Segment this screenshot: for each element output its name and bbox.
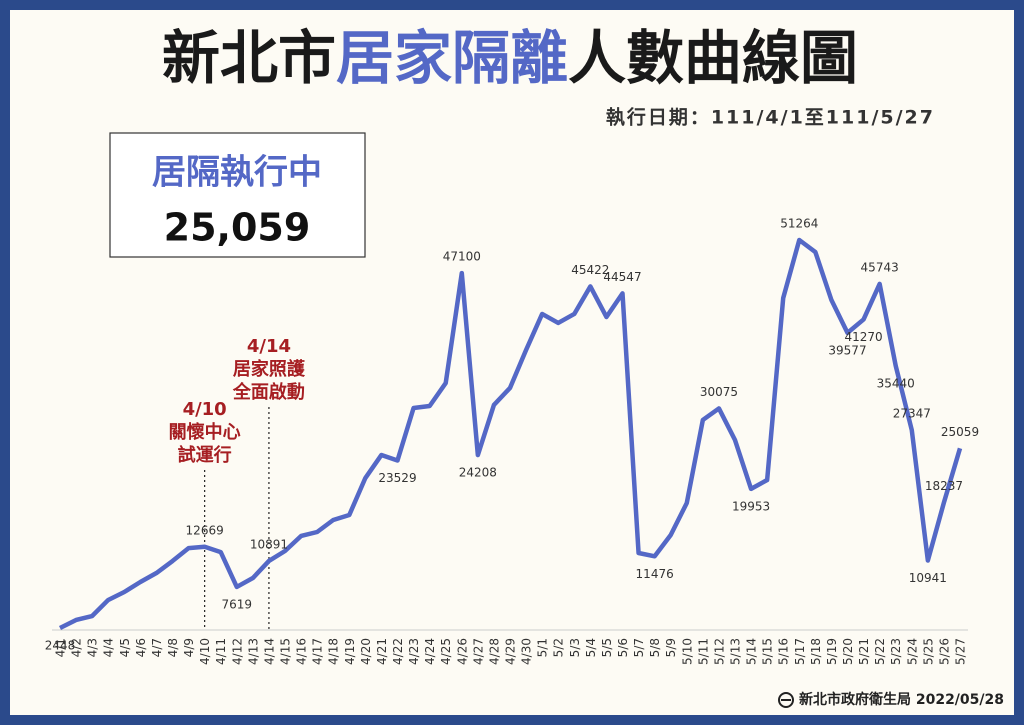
annotation-text: 試運行 xyxy=(178,444,232,466)
x-tick-label: 4/9 xyxy=(182,638,196,657)
data-label: 44547 xyxy=(603,270,641,284)
summary-value: 25,059 xyxy=(164,206,311,250)
x-tick-label: 4/28 xyxy=(487,638,501,665)
x-tick-label: 5/5 xyxy=(600,638,614,657)
x-tick-label: 5/23 xyxy=(889,638,903,665)
data-label: 45422 xyxy=(571,263,609,277)
x-tick-label: 5/3 xyxy=(568,638,582,657)
x-tick-label: 4/4 xyxy=(102,638,116,657)
annotation-text: 關懷中心 xyxy=(169,421,241,443)
series-line xyxy=(58,237,963,631)
annotation-text: 4/10 xyxy=(183,399,227,420)
x-tick-label: 4/3 xyxy=(86,638,100,657)
x-tick-label: 4/10 xyxy=(198,638,212,665)
data-label: 25059 xyxy=(941,425,979,439)
x-tick-label: 5/20 xyxy=(841,638,855,665)
x-tick-label: 4/18 xyxy=(327,638,341,665)
x-tick-label: 5/9 xyxy=(664,638,678,657)
summary-label: 居隔執行中 xyxy=(152,153,322,193)
x-tick-label: 5/13 xyxy=(729,638,743,665)
data-label: 2448 xyxy=(45,639,76,653)
x-tick-label: 4/22 xyxy=(391,638,405,665)
x-tick-label: 5/26 xyxy=(937,638,951,665)
data-label: 39577 xyxy=(828,343,866,357)
x-tick-label: 4/6 xyxy=(134,638,148,657)
x-tick-label: 4/19 xyxy=(343,638,357,665)
data-label: 45743 xyxy=(861,260,899,274)
x-tick-label: 4/13 xyxy=(246,638,260,665)
data-label: 35440 xyxy=(877,376,915,390)
x-tick-label: 5/24 xyxy=(905,638,919,665)
x-tick-label: 5/1 xyxy=(536,638,550,657)
data-label: 18237 xyxy=(925,479,963,493)
x-tick-label: 4/24 xyxy=(423,638,437,665)
x-tick-label: 4/7 xyxy=(150,638,164,657)
x-tick-label: 5/7 xyxy=(632,638,646,657)
data-label: 41270 xyxy=(844,330,882,344)
x-tick-label: 5/16 xyxy=(777,638,791,665)
data-label: 24208 xyxy=(459,466,497,480)
x-tick-label: 5/12 xyxy=(712,638,726,665)
x-tick-label: 5/21 xyxy=(857,638,871,665)
x-tick-label: 4/12 xyxy=(230,638,244,665)
x-tick-label: 4/17 xyxy=(311,638,325,665)
x-tick-label: 5/2 xyxy=(552,638,566,657)
x-tick-label: 4/27 xyxy=(471,638,485,665)
data-label: 10941 xyxy=(909,571,947,585)
x-tick-label: 5/14 xyxy=(745,638,759,665)
subtitle: 執行日期：111/4/1至111/5/27 xyxy=(606,106,935,129)
data-label: 19953 xyxy=(732,499,770,513)
x-tick-label: 4/15 xyxy=(279,638,293,665)
x-tick-label: 4/14 xyxy=(262,638,276,665)
x-tick-label: 4/30 xyxy=(520,638,534,665)
data-label: 23529 xyxy=(378,471,416,485)
chart-title: 新北市居家隔離人數曲線圖 xyxy=(162,24,858,92)
x-tick-label: 4/16 xyxy=(295,638,309,665)
data-label: 12669 xyxy=(186,523,224,537)
x-tick-label: 5/6 xyxy=(616,638,630,657)
x-tick-label: 4/23 xyxy=(407,638,421,665)
footer-icon xyxy=(778,692,794,708)
data-label: 51264 xyxy=(780,217,818,231)
x-tick-label: 5/18 xyxy=(809,638,823,665)
title-part: 新北市 xyxy=(162,24,336,92)
x-tick-label: 5/4 xyxy=(584,638,598,657)
x-tick-label: 4/29 xyxy=(504,638,518,665)
annotation-text: 4/14 xyxy=(247,336,291,357)
x-tick-label: 5/17 xyxy=(793,638,807,665)
annotation-text: 居家照護 xyxy=(233,358,306,380)
data-label: 27347 xyxy=(893,407,931,421)
data-label: 7619 xyxy=(222,597,253,611)
x-tick-label: 4/11 xyxy=(214,638,228,665)
data-label: 47100 xyxy=(443,250,481,264)
x-tick-label: 5/11 xyxy=(696,638,710,665)
x-tick-label: 5/27 xyxy=(954,638,968,665)
x-tick-label: 4/2 xyxy=(70,638,84,657)
x-tick-label: 5/19 xyxy=(825,638,839,665)
x-tick-label: 5/22 xyxy=(873,638,887,665)
title-part: 居家隔離 xyxy=(336,24,568,92)
x-tick-label: 4/8 xyxy=(166,638,180,657)
x-tick-label: 5/10 xyxy=(680,638,694,665)
x-tick-label: 4/20 xyxy=(359,638,373,665)
x-tick-label: 4/5 xyxy=(118,638,132,657)
x-tick-label: 5/15 xyxy=(761,638,775,665)
data-label: 30075 xyxy=(700,385,738,399)
annotation-text: 全面啟動 xyxy=(232,381,305,403)
data-label: 10891 xyxy=(250,537,288,551)
summary-box xyxy=(109,132,366,258)
x-tick-label: 4/26 xyxy=(455,638,469,665)
x-tick-label: 5/8 xyxy=(648,638,662,657)
panel xyxy=(10,10,1014,715)
x-tick-label: 4/1 xyxy=(54,638,68,657)
x-tick-label: 4/21 xyxy=(375,638,389,665)
x-tick-label: 4/25 xyxy=(439,638,453,665)
title-part: 人數曲線圖 xyxy=(568,24,858,92)
x-tick-label: 5/25 xyxy=(921,638,935,665)
footer: 新北市政府衛生局 2022/05/28 xyxy=(799,691,1004,708)
data-label: 11476 xyxy=(636,567,674,581)
